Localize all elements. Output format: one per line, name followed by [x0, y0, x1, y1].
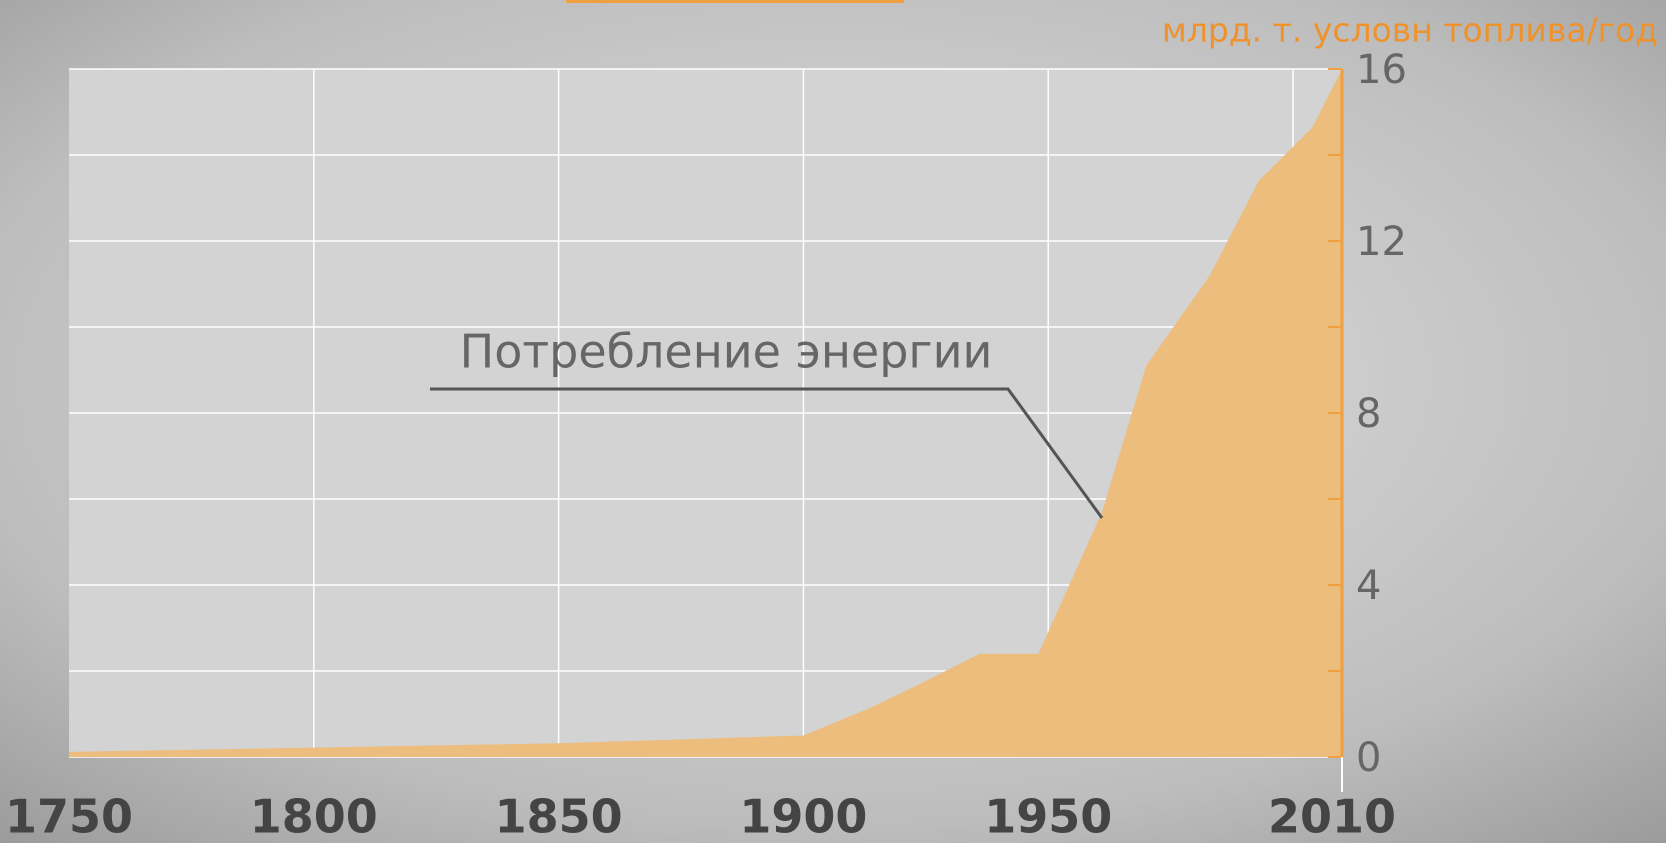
y-tick-label: 12 [1356, 219, 1407, 265]
y-tick-label: 16 [1356, 47, 1407, 93]
axes: 0 4 8 12 16 1750 1800 1850 1900 1950 2010 [5, 47, 1407, 843]
x-tick-label: 1850 [495, 790, 623, 843]
x-tick-label: 1900 [739, 790, 867, 843]
annotation: Потребление энергии [460, 325, 993, 379]
y-tick-label: 4 [1356, 563, 1381, 609]
y-tick-label: 0 [1356, 735, 1381, 781]
y-axis-label: млрд. т. условн топлива/год [1162, 11, 1658, 50]
area [69, 69, 1342, 757]
annotation-leader [430, 387, 1104, 519]
y-tick-label: 8 [1356, 391, 1381, 437]
x-tick-label: 1750 [5, 790, 133, 843]
x-tick-label: 2010 [1268, 790, 1396, 843]
title-box-edge [566, 0, 904, 3]
x-tick-label: 1800 [250, 790, 378, 843]
area-layer [69, 69, 1342, 757]
x-tick-label: 1950 [984, 790, 1112, 843]
